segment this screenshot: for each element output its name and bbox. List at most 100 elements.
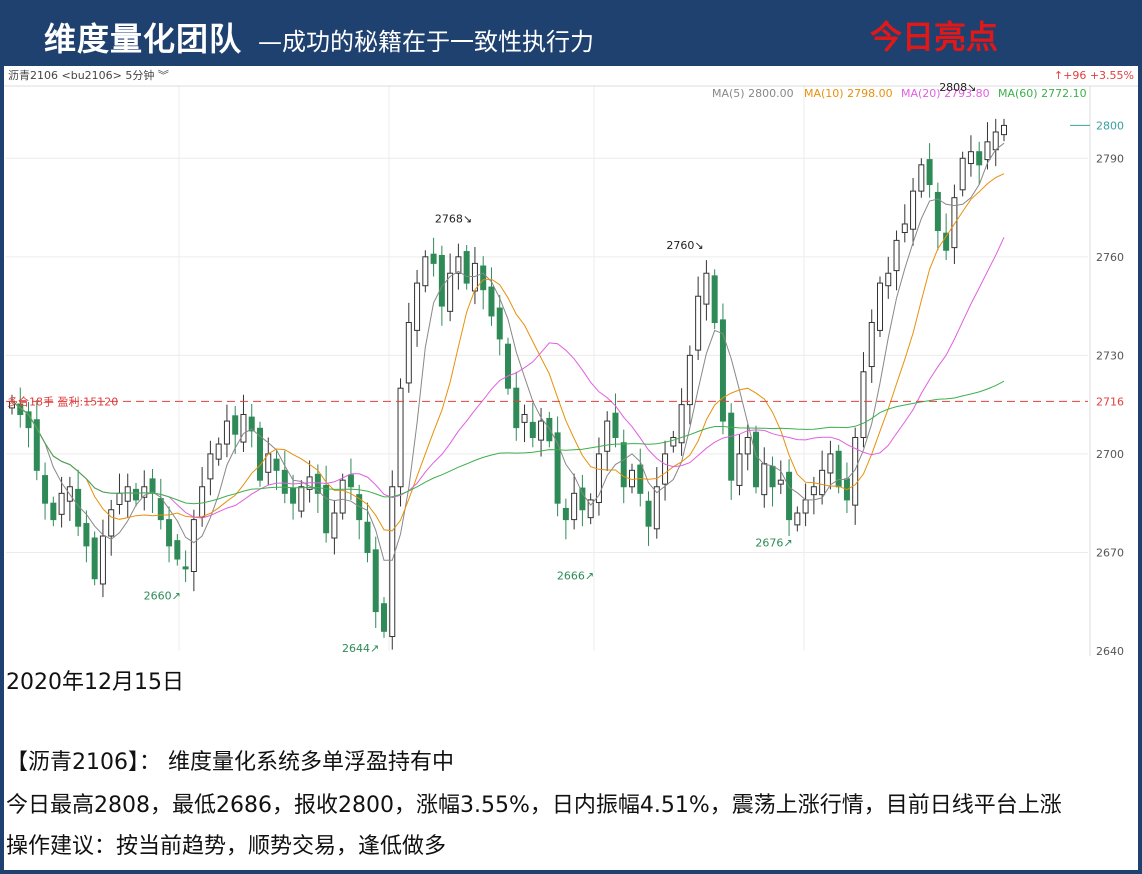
candle-body <box>753 431 759 488</box>
today-highlight-label: 今日亮点 <box>870 18 999 56</box>
candle-body <box>893 239 900 272</box>
candle-body <box>819 469 826 496</box>
candle-body <box>976 151 983 166</box>
candle-body <box>298 486 305 512</box>
commentary-panel: 2020年12月15日 【沥青2106】： 维度量化系统多单浮盈持有中 今日最高… <box>4 656 1138 870</box>
candle-body <box>579 487 586 511</box>
candle-body <box>273 458 280 471</box>
candle-body <box>25 411 32 429</box>
candle-body <box>17 403 24 415</box>
candle-body <box>323 484 330 534</box>
candle-body <box>223 420 230 445</box>
ma-legend-item: MA(10) 2798.00 <box>804 87 893 100</box>
position-line: 多合18手 盈利:15120 <box>6 394 1088 408</box>
candle-body <box>463 251 470 284</box>
candle-body <box>455 256 462 274</box>
candle-body <box>860 371 867 438</box>
ma-line-60 <box>11 380 1005 505</box>
y-tick-label: 2800 <box>1096 119 1124 132</box>
candle-body <box>827 453 834 474</box>
team-title: 维度量化团队 <box>44 20 243 58</box>
candle-body <box>314 473 321 494</box>
candle-body <box>835 450 842 488</box>
candle-body <box>719 319 726 422</box>
ma-lines <box>11 142 1005 561</box>
candle-body <box>604 420 611 452</box>
candle-body <box>447 272 454 312</box>
candle-body <box>562 507 569 521</box>
position-label: 多合18手 盈利:15120 <box>7 394 118 408</box>
candle-body <box>810 486 817 496</box>
candle-body <box>670 436 677 447</box>
candle-body <box>190 519 197 573</box>
price-annotation: 2666↗ <box>557 570 594 583</box>
y-tick-label: 2760 <box>1096 251 1124 264</box>
candle-body <box>802 499 809 514</box>
ma-legend-item: MA(20) 2793.80 <box>901 87 990 100</box>
candle-body <box>645 500 652 527</box>
candle-body <box>686 354 693 406</box>
candle-body <box>678 404 685 444</box>
candle-body <box>381 603 387 632</box>
candle-body <box>761 463 768 496</box>
y-tick-label: 2716 <box>1096 395 1124 408</box>
candle-body <box>728 412 735 481</box>
candle-body <box>83 523 90 547</box>
candle-body <box>50 502 57 521</box>
candle-body <box>488 286 495 317</box>
report-date: 2020年12月15日 <box>6 670 184 695</box>
candle-body <box>405 322 412 384</box>
candle-body <box>918 164 925 192</box>
candle-body <box>496 307 503 340</box>
candle-body <box>331 512 338 539</box>
candle-body <box>868 322 875 368</box>
ma-legend: MA(5) 2800.00 MA(10) 2798.00 MA(20) 2793.8… <box>712 87 1087 100</box>
candle-body <box>232 415 239 435</box>
candle-body <box>554 432 561 504</box>
candle-body <box>595 453 602 504</box>
candlestick-chart[interactable]: 沥青2106 <bu2106> 5分钟 ︾ ↑+96 +3.55% MA(5) … <box>4 66 1138 658</box>
team-slogan: —成功的秘籍在于一致性执行力 <box>258 28 594 56</box>
candle-body <box>480 265 487 291</box>
price-change-label: ↑+96 +3.55% <box>1054 69 1134 82</box>
ma-line-20 <box>11 237 1005 519</box>
y-tick-label: 2670 <box>1096 546 1124 559</box>
candle-body <box>124 486 131 502</box>
candle-body <box>513 387 520 429</box>
candle-body <box>372 549 379 613</box>
candles-group <box>9 118 1007 650</box>
price-annotation: 2660↗ <box>144 589 181 602</box>
candle-body <box>571 492 578 521</box>
candle-body <box>546 417 553 442</box>
candle-body <box>984 141 991 161</box>
candle-body <box>414 282 421 331</box>
candle-body <box>290 487 297 504</box>
candle-body <box>612 412 619 438</box>
candle-body <box>133 488 139 501</box>
candle-body <box>992 131 999 151</box>
candle-body <box>199 486 206 518</box>
candle-body <box>240 413 247 443</box>
candle-body <box>926 159 933 186</box>
candle-body <box>885 272 892 287</box>
price-axis: 2640 2670 2700 2716 2730 2760 2790 2800 <box>1070 119 1124 658</box>
candle-body <box>422 256 429 287</box>
candle-body <box>852 436 859 506</box>
candle-body <box>794 512 801 526</box>
candle-body <box>58 492 65 515</box>
y-tick-label: 2730 <box>1096 349 1124 362</box>
candle-body <box>174 540 181 560</box>
candle-body <box>736 453 743 486</box>
price-annotation: 2676↗ <box>755 537 792 550</box>
candle-body <box>108 509 115 537</box>
candle-body <box>951 197 958 249</box>
candle-body <box>99 535 106 585</box>
candle-body <box>141 486 148 498</box>
candle-body <box>1001 124 1007 136</box>
instrument-label[interactable]: 沥青2106 <bu2106> 5分钟 ︾ <box>8 68 169 82</box>
candle-body <box>430 253 437 264</box>
candle-body <box>248 416 255 432</box>
price-chart-panel: 沥青2106 <bu2106> 5分钟 ︾ ↑+96 +3.55% MA(5) … <box>4 66 1138 658</box>
candle-body <box>42 475 49 504</box>
candle-body <box>339 479 346 514</box>
